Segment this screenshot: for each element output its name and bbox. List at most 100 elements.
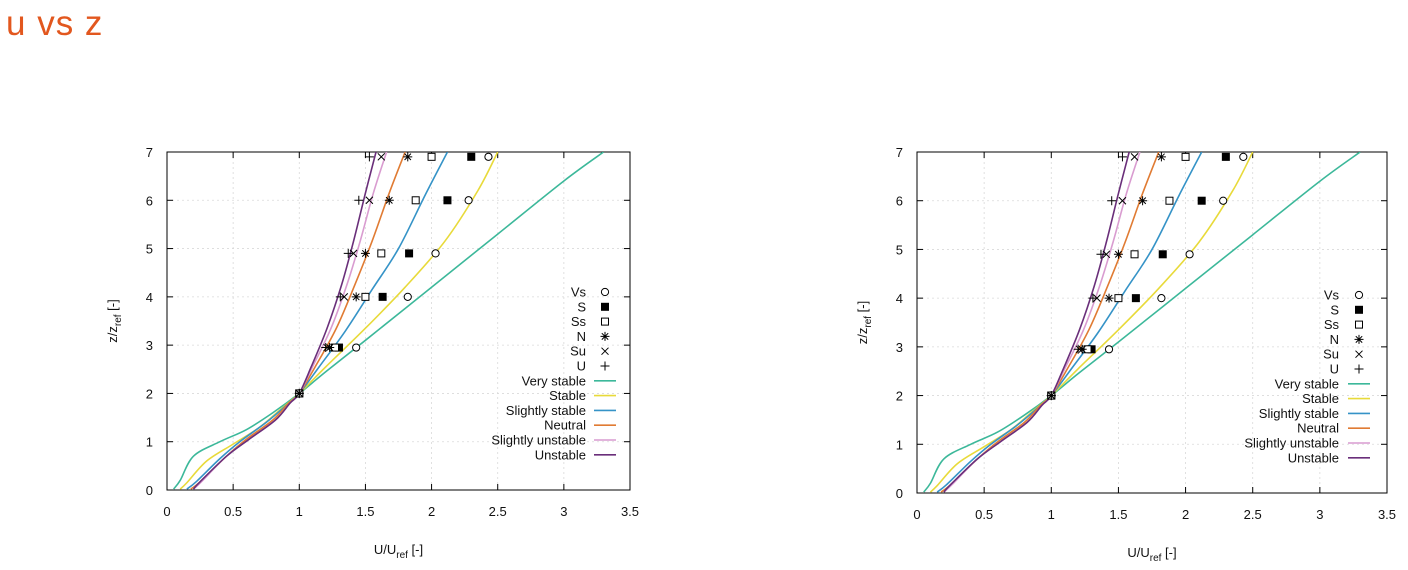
- data-point-s: [405, 249, 414, 258]
- data-point-ss: [1130, 250, 1139, 259]
- plot-area: [172, 152, 605, 490]
- legend-label-very-stable: Very stable: [522, 373, 586, 388]
- x-tick-label: 1: [296, 504, 303, 519]
- y-tick-label: 6: [896, 194, 903, 209]
- series-line-very-stable: [923, 152, 1361, 493]
- legend-swatch-s: [1355, 305, 1363, 314]
- legend-label-su: Su: [570, 344, 586, 359]
- legend-label-vs: Vs: [1324, 288, 1340, 303]
- data-point-su: [1102, 250, 1111, 259]
- data-point-s: [467, 152, 476, 161]
- x-tick-label: 1: [1048, 507, 1055, 522]
- data-point-u: [294, 388, 304, 398]
- data-point-n: [1156, 152, 1166, 162]
- legend-label-very-stable: Very stable: [1275, 376, 1339, 391]
- y-tick-label: 1: [146, 435, 153, 450]
- data-point-ss: [1181, 152, 1190, 161]
- data-point-s: [1158, 250, 1167, 259]
- data-point-u: [354, 195, 364, 205]
- legend-swatch-n: [1354, 334, 1364, 344]
- y-tick-label: 1: [896, 437, 903, 452]
- series-markers-vs: [1047, 152, 1248, 400]
- data-point-n: [384, 195, 394, 205]
- y-tick-label: 4: [146, 290, 153, 305]
- data-point-vs: [1104, 345, 1114, 354]
- legend-swatch-vs: [600, 287, 610, 297]
- data-point-n: [1138, 196, 1148, 206]
- data-point-ss: [411, 196, 420, 205]
- y-tick-label: 5: [896, 242, 903, 257]
- series-markers-s: [1047, 152, 1230, 400]
- x-tick-label: 3.5: [621, 504, 639, 519]
- x-tick-label: 0: [163, 504, 170, 519]
- x-tick-label: 1.5: [1109, 507, 1127, 522]
- legend-swatch-su: [1355, 350, 1363, 359]
- legend-swatch-ss: [601, 317, 609, 326]
- data-point-s: [443, 196, 452, 205]
- series-markers-n: [294, 152, 413, 398]
- series-markers-u: [1046, 152, 1127, 401]
- x-tick-label: 2: [1182, 507, 1189, 522]
- data-point-s: [1221, 152, 1230, 161]
- y-axis-label: z/zref [-]: [105, 299, 124, 342]
- series-markers-n: [1046, 152, 1166, 401]
- plot-frame: [916, 151, 1388, 494]
- y-tick-label: 2: [896, 389, 903, 404]
- x-tick-label: 1.5: [356, 504, 374, 519]
- series-line-unstable: [192, 152, 377, 490]
- legend-label-neutral: Neutral: [544, 418, 586, 433]
- legend-label-unstable: Unstable: [535, 447, 586, 462]
- x-tick-label: 3: [560, 504, 567, 519]
- legend-label-vs: Vs: [571, 285, 587, 300]
- y-tick-label: 7: [896, 145, 903, 160]
- legend-label-stable: Stable: [549, 388, 586, 403]
- data-point-vs: [1157, 294, 1166, 303]
- data-point-ss: [377, 249, 386, 258]
- data-point-s: [378, 292, 387, 301]
- data-point-n: [351, 292, 361, 302]
- legend-swatch-n: [600, 331, 610, 341]
- x-tick-label: 0: [913, 507, 920, 522]
- data-point-u: [1073, 344, 1083, 354]
- data-point-vs: [484, 152, 493, 161]
- data-point-u: [1046, 391, 1056, 401]
- x-tick-label: 2.5: [489, 504, 507, 519]
- legend-label-s: S: [577, 299, 586, 314]
- x-tick-label: 0.5: [224, 504, 242, 519]
- legend-label-n: N: [577, 329, 586, 344]
- legend-swatch-ss: [1355, 320, 1363, 329]
- plot-area: [923, 152, 1361, 493]
- data-point-vs: [1219, 196, 1228, 205]
- legend-label-slightly-unstable: Slightly unstable: [1244, 436, 1339, 451]
- data-point-s: [1131, 294, 1140, 303]
- legend-swatch-s: [601, 302, 609, 311]
- data-point-su: [349, 249, 358, 258]
- data-point-ss: [1165, 196, 1174, 205]
- legend-label-stable: Stable: [1302, 391, 1339, 406]
- legend-label-su: Su: [1323, 347, 1339, 362]
- data-point-n: [1104, 293, 1114, 303]
- legend-label-u: U: [1330, 362, 1339, 377]
- data-point-n: [403, 152, 413, 162]
- data-point-su: [377, 152, 386, 161]
- data-point-n: [360, 248, 370, 258]
- data-point-ss: [427, 152, 436, 161]
- legend-label-slightly-stable: Slightly stable: [1259, 406, 1339, 421]
- data-point-vs: [464, 196, 473, 205]
- legend-label-ss: Ss: [1324, 317, 1340, 332]
- legend-swatch-u: [1354, 364, 1364, 374]
- data-point-u: [1107, 196, 1117, 206]
- y-tick-label: 7: [146, 145, 153, 160]
- data-point-ss: [361, 292, 370, 301]
- data-point-vs: [431, 249, 440, 258]
- y-tick-label: 3: [146, 338, 153, 353]
- series-markers-vs: [295, 152, 493, 398]
- data-point-vs: [403, 292, 412, 301]
- data-point-ss: [1114, 294, 1123, 303]
- legend-label-unstable: Unstable: [1288, 450, 1339, 465]
- legend-label-ss: Ss: [571, 314, 587, 329]
- y-tick-label: 2: [146, 386, 153, 401]
- data-point-u: [1117, 152, 1127, 162]
